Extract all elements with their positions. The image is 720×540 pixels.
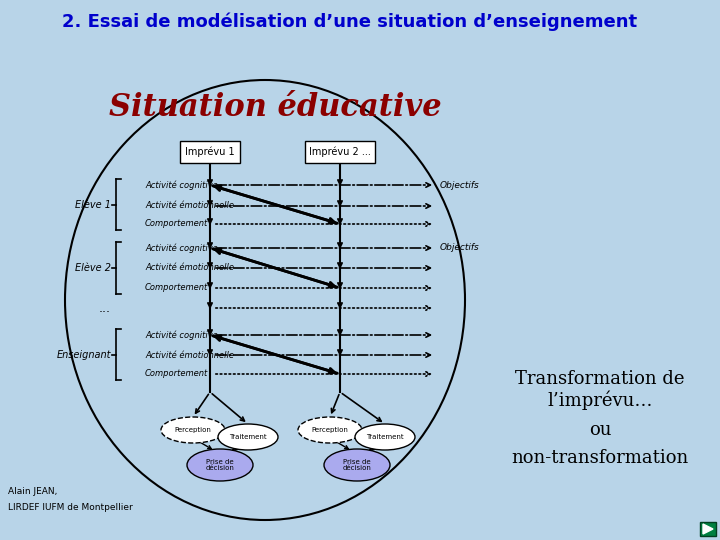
Text: Activité cognitive: Activité cognitive xyxy=(145,243,218,253)
Text: Transformation de
l’imprévu…: Transformation de l’imprévu… xyxy=(516,370,685,410)
Text: Alain JEAN,: Alain JEAN, xyxy=(8,488,58,496)
Text: Prise de
décision: Prise de décision xyxy=(343,458,372,471)
Ellipse shape xyxy=(187,449,253,481)
Text: Activité émotionnelle: Activité émotionnelle xyxy=(145,264,234,273)
Polygon shape xyxy=(703,524,713,534)
Text: Elève 1: Elève 1 xyxy=(75,199,111,210)
Text: Traitement: Traitement xyxy=(366,434,404,440)
Text: Prise de
décision: Prise de décision xyxy=(206,458,235,471)
Text: Activité cognitive: Activité cognitive xyxy=(145,330,218,340)
Ellipse shape xyxy=(161,417,225,443)
Text: non-transformation: non-transformation xyxy=(511,449,688,467)
Text: Activité cognitive: Activité cognitive xyxy=(145,180,218,190)
Text: Activité émotionnelle: Activité émotionnelle xyxy=(145,350,234,360)
Text: Traitement: Traitement xyxy=(229,434,267,440)
Text: Situation éducative: Situation éducative xyxy=(109,92,441,124)
Text: Imprévu 2 ...: Imprévu 2 ... xyxy=(309,147,371,157)
Text: Comportement: Comportement xyxy=(145,284,208,293)
Text: Objectifs: Objectifs xyxy=(440,244,480,253)
Text: ou: ou xyxy=(589,421,611,439)
Text: Perception: Perception xyxy=(174,427,212,433)
Ellipse shape xyxy=(298,417,362,443)
Text: Comportement: Comportement xyxy=(145,219,208,228)
Text: Comportement: Comportement xyxy=(145,369,208,379)
Text: Perception: Perception xyxy=(312,427,348,433)
FancyBboxPatch shape xyxy=(305,141,375,163)
Text: Activité émotionnelle: Activité émotionnelle xyxy=(145,201,234,211)
Text: Objectifs: Objectifs xyxy=(440,180,480,190)
Ellipse shape xyxy=(218,424,278,450)
Text: 2. Essai de modélisation d’une situation d’enseignement: 2. Essai de modélisation d’une situation… xyxy=(63,13,638,31)
Text: Elève 2: Elève 2 xyxy=(75,263,111,273)
FancyBboxPatch shape xyxy=(180,141,240,163)
Text: Enseignant: Enseignant xyxy=(56,349,111,360)
Ellipse shape xyxy=(324,449,390,481)
Text: Imprévu 1: Imprévu 1 xyxy=(185,147,235,157)
Text: LIRDEF IUFM de Montpellier: LIRDEF IUFM de Montpellier xyxy=(8,503,132,511)
FancyBboxPatch shape xyxy=(700,522,716,536)
Ellipse shape xyxy=(355,424,415,450)
Text: ...: ... xyxy=(99,301,111,314)
